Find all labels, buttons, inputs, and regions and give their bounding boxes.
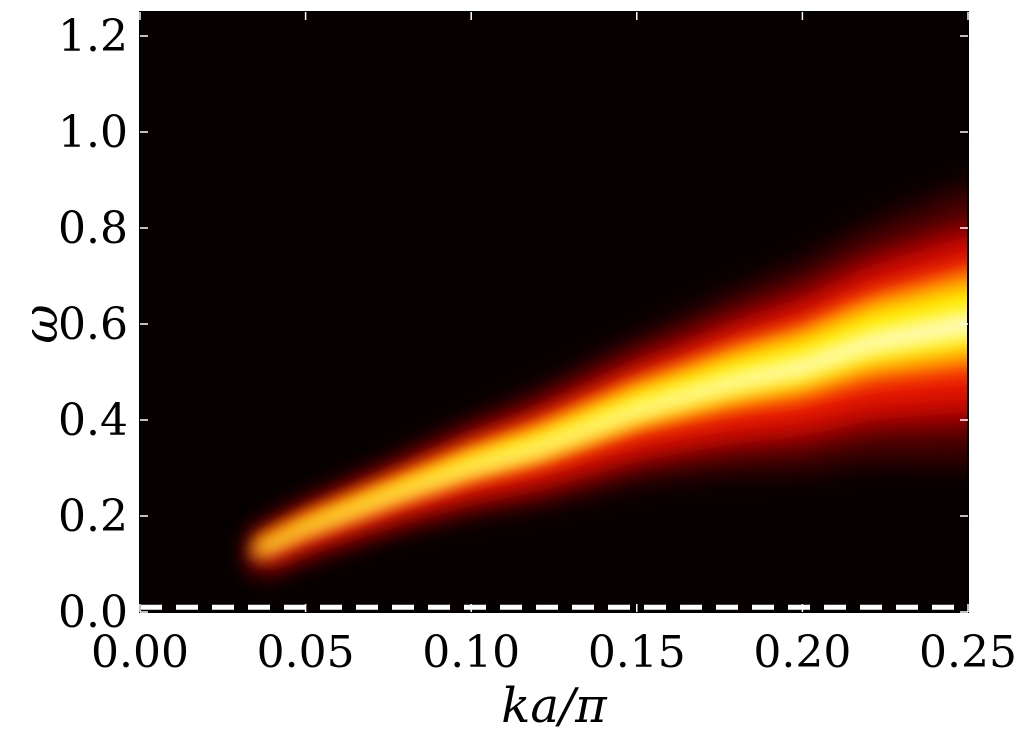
x-axis-ticks: 0.00 0.05 0.10 0.15 0.20 0.25 bbox=[91, 12, 1017, 678]
y-tick-label: 1.2 bbox=[58, 11, 128, 62]
y-axis-ticks: 0.0 0.2 0.4 0.6 0.8 1.0 1.2 bbox=[58, 11, 968, 638]
y-axis-label: ω bbox=[13, 304, 69, 343]
x-tick-label: 0.25 bbox=[919, 627, 1017, 678]
y-tick-label: 0.4 bbox=[58, 395, 128, 446]
plot-area bbox=[139, 11, 969, 613]
y-tick-label: 0.8 bbox=[58, 203, 128, 254]
x-tick-label: 0.05 bbox=[257, 627, 355, 678]
y-tick-label: 0.2 bbox=[58, 491, 128, 542]
heatmap-band bbox=[255, 184, 968, 576]
x-tick-label: 0.00 bbox=[91, 627, 189, 678]
y-tick-label: 1.0 bbox=[58, 107, 128, 158]
x-tick-label: 0.10 bbox=[422, 627, 520, 678]
plot-frame bbox=[139, 11, 969, 613]
x-tick-label: 0.20 bbox=[753, 627, 851, 678]
x-axis-label: ka/π bbox=[501, 678, 608, 734]
x-tick-label: 0.15 bbox=[588, 627, 686, 678]
band-core bbox=[255, 311, 968, 557]
y-tick-label: 0.0 bbox=[58, 587, 128, 638]
y-tick-label: 0.6 bbox=[58, 299, 128, 350]
